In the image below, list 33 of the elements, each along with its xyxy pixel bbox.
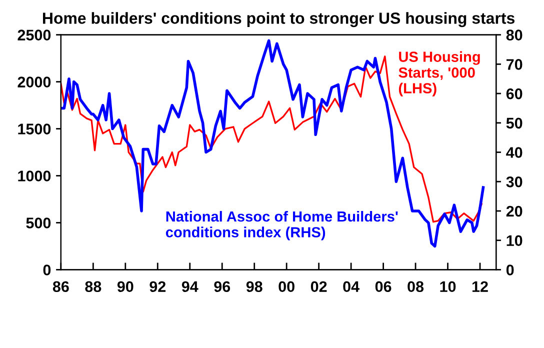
x-tick-label: 04 bbox=[343, 281, 360, 292]
x-tick-label: 86 bbox=[52, 281, 69, 292]
y2-tick-label: 50 bbox=[506, 118, 522, 129]
y2-tick-label: 10 bbox=[506, 235, 522, 246]
x-tick-label: 98 bbox=[246, 281, 262, 292]
y2-tick-label: 40 bbox=[506, 147, 522, 158]
x-tick-label: 02 bbox=[310, 281, 327, 292]
x-tick-label: 12 bbox=[472, 281, 488, 292]
x-tick-label: 08 bbox=[408, 281, 424, 292]
y2-tick-label: 70 bbox=[506, 59, 522, 70]
y-tick-label: 500 bbox=[26, 218, 51, 228]
y2-tick-label: 30 bbox=[506, 176, 522, 188]
x-tick-label: 10 bbox=[440, 281, 456, 292]
y2-tick-label: 0 bbox=[506, 264, 514, 276]
line-series bbox=[60, 39, 485, 248]
x-tick-label: 06 bbox=[375, 281, 392, 292]
y-tick-label: 2000 bbox=[18, 76, 51, 88]
series-label: National Assoc of Home Builders' conditions index (RHS) bbox=[166, 210, 398, 240]
x-tick-label: 88 bbox=[85, 281, 102, 292]
y2-tick-label: 80 bbox=[506, 30, 522, 40]
y2-tick-label: 60 bbox=[506, 88, 522, 100]
y-tick-label: 1500 bbox=[18, 124, 51, 134]
series-label: US Housing Starts, '000 (LHS) bbox=[398, 51, 480, 96]
y-tick-label: 0 bbox=[43, 264, 51, 276]
x-tick-label: 00 bbox=[278, 281, 294, 292]
x-tick-label: 90 bbox=[117, 281, 134, 292]
y2-tick-label: 20 bbox=[506, 206, 522, 217]
x-tick-label: 92 bbox=[150, 281, 166, 292]
y-tick-label: 1000 bbox=[18, 170, 51, 182]
x-tick-label: 94 bbox=[182, 281, 198, 292]
x-tick-label: 96 bbox=[214, 281, 230, 292]
chart-title: Home builders' conditions point to stronger US housing starts bbox=[43, 12, 514, 28]
y-tick-label: 2500 bbox=[18, 30, 51, 40]
